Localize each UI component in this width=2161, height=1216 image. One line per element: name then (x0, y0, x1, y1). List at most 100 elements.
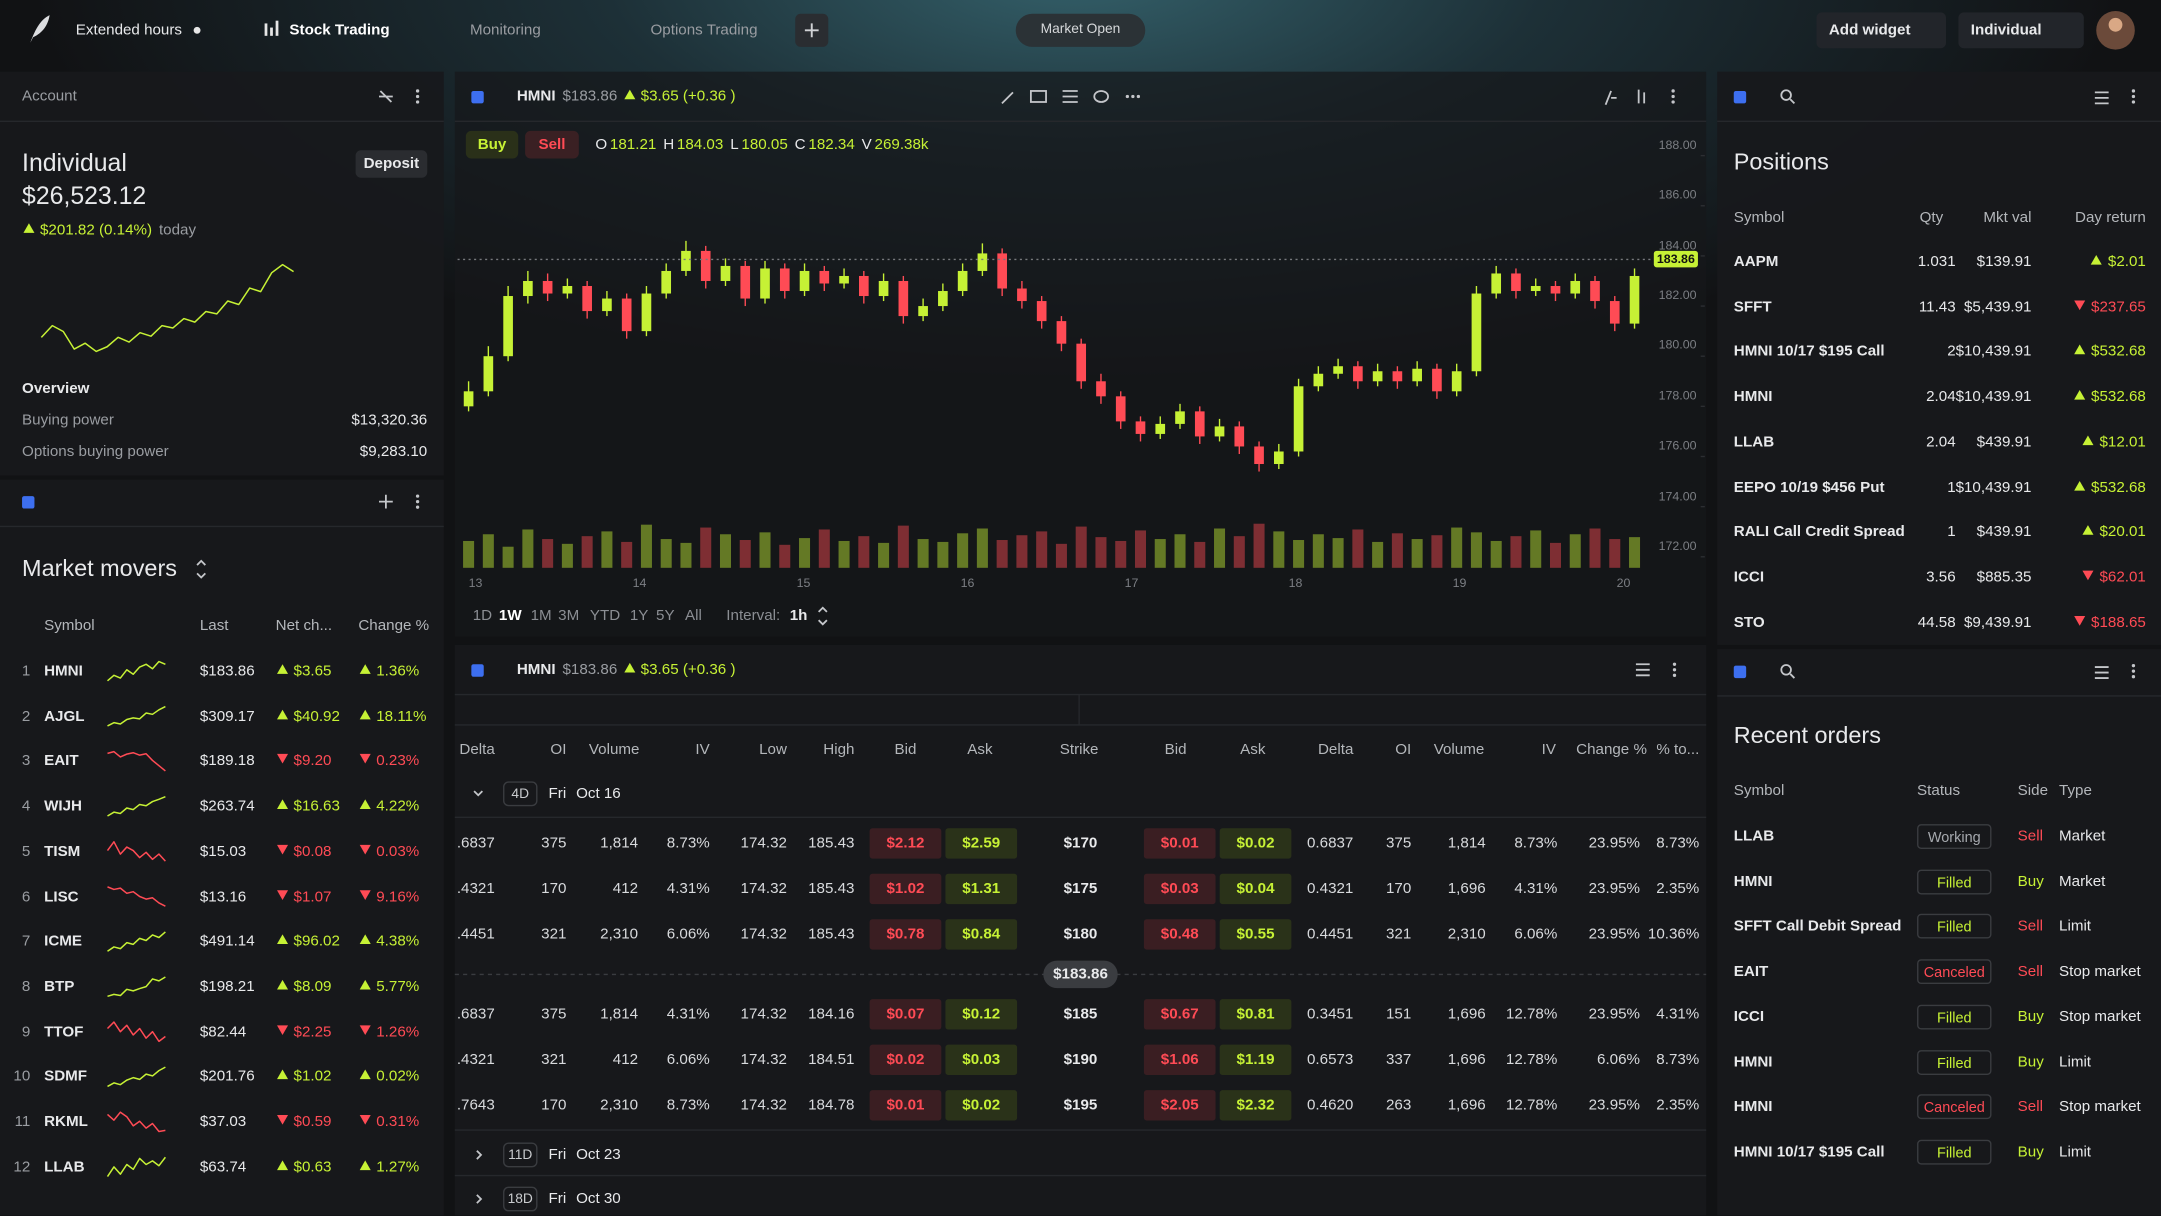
order-side: Sell (2017, 1098, 2043, 1116)
bid-cell[interactable]: $0.78 (869, 919, 942, 950)
symbol[interactable]: LLAB (1733, 828, 1775, 845)
option-cell: 4.31% (1656, 1006, 1700, 1023)
dte-badge[interactable]: 18D (503, 1186, 538, 1212)
y-tick-label: 172.00 (1658, 538, 1697, 553)
deposit-button[interactable]: Deposit (355, 150, 428, 178)
last-price: $37.03 (199, 1113, 247, 1131)
bid-cell[interactable]: $0.03 (1143, 873, 1216, 905)
dte-badge[interactable]: 4D (503, 781, 538, 807)
symbol[interactable]: SDMF (44, 1068, 88, 1086)
symbol[interactable]: HMNI 10/17 $195 Call (1733, 1143, 1885, 1161)
range-button[interactable]: YTD (589, 607, 621, 625)
volume-bar (1095, 537, 1107, 568)
range-button[interactable]: 1D (472, 607, 493, 625)
bid-cell[interactable]: $0.02 (869, 1044, 942, 1075)
order-type: Market (2059, 873, 2106, 890)
range-button[interactable]: 1Y (629, 607, 649, 625)
ohlc-value: 182.34 (808, 136, 855, 153)
ask-cell[interactable]: $1.19 (1219, 1044, 1292, 1075)
day-change: $201.82 (0.14%) (23, 219, 152, 241)
overview-label: Buying power (22, 412, 114, 429)
bid-cell[interactable]: $0.07 (869, 999, 942, 1030)
dte-badge[interactable]: 11D (503, 1142, 538, 1168)
ask-cell[interactable]: $1.31 (945, 873, 1018, 905)
column-header: Low (759, 741, 787, 759)
symbol[interactable]: SFFT Call Debit Spread (1733, 918, 1902, 935)
bid-cell[interactable]: $0.67 (1143, 999, 1216, 1030)
market-status[interactable]: Market Open (1015, 13, 1146, 47)
option-cell: 184.51 (808, 1051, 855, 1069)
symbol[interactable]: TISM (44, 843, 81, 860)
symbol[interactable]: TTOF (44, 1023, 84, 1040)
ask-cell[interactable]: $0.12 (945, 999, 1018, 1030)
bid-cell[interactable]: $2.12 (869, 828, 942, 859)
ask-cell[interactable]: $2.59 (945, 828, 1018, 859)
symbol[interactable]: WIJH (44, 798, 83, 815)
account-select[interactable]: Individual (1958, 12, 2084, 49)
range-button[interactable]: 5Y (656, 607, 675, 625)
ask-cell[interactable]: $0.03 (945, 1044, 1018, 1075)
range-button[interactable]: All (684, 607, 702, 625)
nav-tab[interactable]: Stock Trading (289, 22, 390, 39)
symbol[interactable]: LLAB (44, 1158, 85, 1176)
ask-cell[interactable]: $0.55 (1219, 919, 1292, 950)
range-button[interactable]: 1M (530, 607, 552, 625)
symbol[interactable]: HMNI (1733, 388, 1773, 406)
column-header: Net ch... (275, 617, 333, 634)
extended-hours[interactable]: Extended hours (75, 22, 183, 39)
candle-body (898, 280, 909, 317)
buy-button[interactable]: Buy (465, 130, 519, 159)
symbol[interactable]: SFFT (1733, 298, 1772, 316)
bid-cell[interactable]: $0.48 (1143, 919, 1216, 950)
symbol[interactable]: AJGL (44, 707, 85, 725)
sparkline (40, 263, 294, 353)
expiry-date: Oct 23 (576, 1146, 621, 1164)
add-widget[interactable]: Add widget (1816, 12, 1947, 49)
option-cell: 2,310 (600, 926, 639, 943)
sell-button[interactable]: Sell (525, 130, 579, 159)
symbol[interactable]: HMNI (1733, 1053, 1773, 1071)
symbol[interactable]: STO (1733, 614, 1765, 631)
symbol[interactable]: HMNI (1733, 873, 1773, 890)
symbol[interactable]: ICCI (1733, 569, 1765, 586)
symbol[interactable]: RALI Call Credit Spread (1733, 523, 1905, 541)
bid-cell[interactable]: $0.01 (869, 1090, 942, 1121)
volume-bar (1490, 540, 1502, 568)
nav-tab[interactable]: Monitoring (469, 22, 541, 39)
symbol[interactable]: EAIT (44, 753, 79, 770)
ohlc-value: 269.38k (874, 136, 929, 153)
column-header: Mkt val (1983, 209, 2032, 227)
ask-cell[interactable]: $0.02 (1219, 828, 1292, 859)
bid-cell[interactable]: $1.02 (869, 873, 942, 905)
status-badge: Canceled (1917, 959, 1992, 985)
symbol[interactable]: LISC (44, 888, 79, 905)
ask-cell[interactable]: $2.32 (1219, 1090, 1292, 1121)
symbol[interactable]: ICME (44, 933, 83, 950)
nav-tab[interactable]: Options Trading (650, 22, 758, 39)
symbol[interactable]: HMNI (44, 662, 83, 680)
bid-cell[interactable]: $2.05 (1143, 1090, 1216, 1121)
symbol[interactable]: HMNI 10/17 $195 Call (1733, 343, 1885, 361)
ask-cell[interactable]: $0.04 (1219, 873, 1292, 905)
symbol[interactable]: BTP (44, 978, 75, 995)
symbol[interactable]: RKML (44, 1113, 88, 1131)
bid-cell[interactable]: $1.06 (1143, 1044, 1216, 1075)
range-button[interactable]: 1W (498, 607, 522, 625)
candle-body (740, 265, 751, 299)
interval[interactable]: 1h (789, 607, 808, 625)
bid-cell[interactable]: $0.01 (1143, 828, 1216, 859)
ask-cell[interactable]: $0.84 (945, 919, 1018, 950)
ask-cell[interactable]: $0.81 (1219, 999, 1292, 1030)
symbol[interactable]: EEPO 10/19 $456 Put (1733, 478, 1885, 496)
range-button[interactable]: 3M (558, 607, 580, 625)
symbol[interactable]: EAIT (1733, 963, 1769, 981)
option-cell: 151 (1385, 1006, 1412, 1023)
column-header: Side (2017, 782, 2049, 800)
ask-cell[interactable]: $0.02 (945, 1090, 1018, 1121)
symbol[interactable]: HMNI (1733, 1098, 1773, 1116)
volume-bar (1549, 542, 1561, 568)
option-cell: 337 (1385, 1051, 1412, 1069)
symbol[interactable]: ICCI (1733, 1008, 1765, 1026)
symbol[interactable]: LLAB (1733, 433, 1775, 451)
symbol[interactable]: AAPM (1733, 253, 1779, 271)
